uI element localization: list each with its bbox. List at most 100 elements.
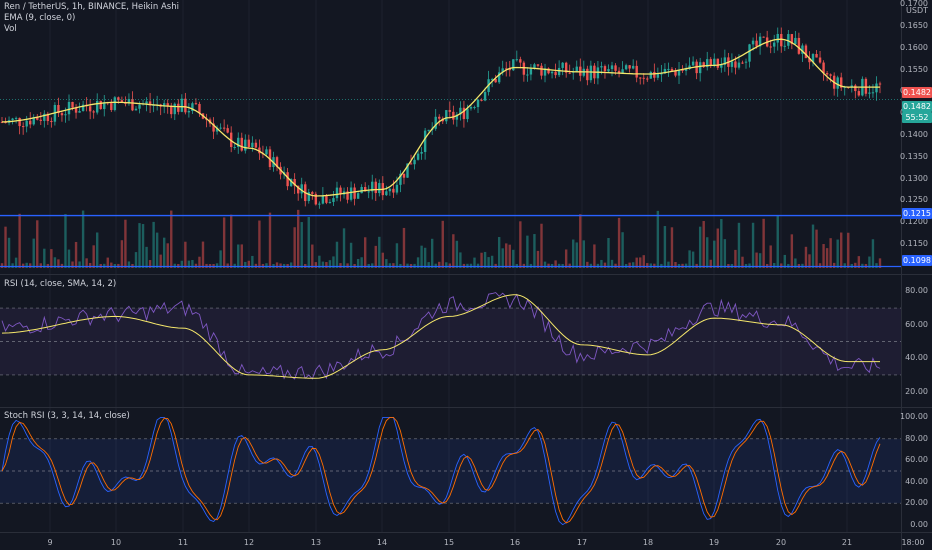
candle-body [18,117,21,127]
volume-bar [106,257,109,268]
candle-body [39,119,42,121]
candle-body [300,184,303,194]
candle-body [677,69,681,76]
candle-body [536,64,540,66]
volume-bar [434,263,437,268]
candle-body [783,45,786,47]
volume-bar [684,263,688,268]
volume-bar [268,212,272,268]
volume-bar [536,250,540,268]
candle-body [247,139,251,148]
candle-body [512,59,515,71]
volume-bar [346,263,349,268]
candle-body [14,117,18,119]
candle-body [706,59,709,68]
volume-bar [857,256,861,268]
candle-body [187,111,191,113]
candle-body [713,58,716,67]
volume-bar [339,263,342,268]
volume-bar [825,248,829,268]
candle-body [134,108,138,111]
hline-lower-tag: 0.1098 [902,255,932,266]
candle-body [314,193,318,205]
candle-body [25,120,28,127]
candle-body [878,83,882,85]
candle-body [0,121,4,123]
candle-body [773,42,776,47]
volume-bar [0,263,4,268]
stoch-tick-label: 0.00 [910,519,928,529]
volume-bar [758,253,762,268]
candle-body [60,113,64,116]
candle-body [29,120,32,125]
candle-body [459,107,462,115]
candle-body [473,107,476,109]
time-tick-label: 13 [310,538,322,547]
volume-bar [621,232,624,268]
rsi-legend[interactable]: RSI (14, close, SMA, 14, 2) [4,279,116,290]
candle-body [667,68,670,70]
time-tick-label: 10 [110,538,122,547]
candle-body [691,61,695,66]
volume-bar [476,263,480,268]
candle-body [716,58,719,68]
volume-bar [794,258,797,268]
stoch-legend-label[interactable]: Stoch RSI (3, 3, 14, 14, close) [4,411,130,421]
candle-body [78,110,81,113]
volume-bar [762,218,765,268]
volume-bar [586,261,589,268]
volume-bar [473,257,476,268]
volume-bar [875,263,878,268]
main-legend[interactable]: Ren / TetherUS, 1h, BINANCE, Heikin Ashi… [4,2,179,35]
rsi-legend-label[interactable]: RSI (14, close, SMA, 14, 2) [4,279,117,289]
volume-bar [43,248,46,268]
volume-bar [381,252,385,268]
time-tick-label: 21 [841,538,853,547]
volume-bar [653,263,656,268]
volume-bar [29,263,32,268]
candle-body [395,184,399,193]
ema-legend[interactable]: EMA (9, close, 0) [4,13,76,23]
volume-bar [878,258,882,268]
stoch-legend[interactable]: Stoch RSI (3, 3, 14, 14, close) [4,411,130,422]
volume-bar [568,263,571,268]
volume-bar [843,263,846,268]
candle-body [501,68,504,73]
volume-bar [416,257,420,268]
volume-bar [663,226,667,268]
symbol-title[interactable]: Ren / TetherUS, 1h, BINANCE, Heikin Ashi [4,2,179,12]
candle-body [734,61,737,68]
volume-bar [667,261,670,268]
countdown-tag: 55:52 [902,112,932,123]
volume-bar [311,244,314,268]
candle-body [607,69,610,72]
volume-bar [32,238,35,268]
pane-separator-stoch[interactable] [0,407,932,408]
vol-legend[interactable]: Vol [4,24,17,34]
candle-body [325,195,328,203]
volume-bar [508,244,511,268]
volume-bar [279,263,282,268]
pane-separator-rsi[interactable] [0,274,932,275]
candle-body [363,186,367,192]
volume-bar [163,237,166,268]
price-tick-label: 0.1600 [900,42,928,52]
volume-bar [124,219,127,268]
candle-body [289,178,293,187]
volume-bar [427,262,430,268]
candle-body [508,68,511,71]
volume-bar [328,260,332,268]
volume-bar [222,217,226,268]
candle-body [127,98,131,104]
candle-body [293,178,296,186]
candle-body [818,57,822,63]
candle-body [480,99,483,101]
volume-bar [832,262,836,268]
candle-body [251,142,254,148]
candle-body [550,71,554,74]
candle-body [702,62,705,68]
candle-body [660,73,663,75]
volume-bar [265,263,268,268]
time-tick-label: 18 [642,538,654,547]
